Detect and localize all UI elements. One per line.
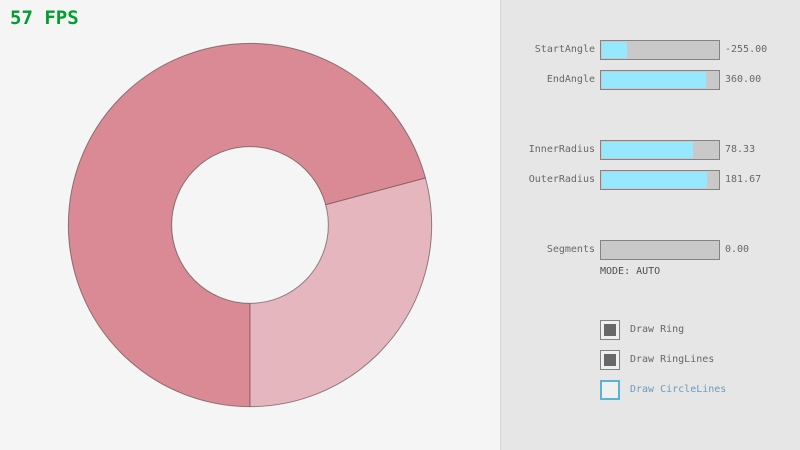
draw-ringlines-checkbox[interactable] [600, 350, 620, 370]
checkmark [604, 354, 616, 366]
inner-radius-value: 78.33 [725, 144, 756, 155]
end-angle-slider-fill [602, 72, 707, 88]
ring-lines [67, 42, 433, 408]
outer-radius-slider-fill [602, 172, 708, 188]
outer-radius-value: 181.67 [725, 174, 762, 185]
draw-ring-label: Draw Ring [630, 324, 685, 335]
slider-row-segments: Segments 0.00 [500, 240, 800, 260]
slider-row-start-angle: StartAngle -255.00 [500, 40, 800, 60]
end-angle-slider[interactable] [600, 70, 720, 90]
inner-radius-slider-fill [602, 142, 693, 158]
segments-slider[interactable] [600, 240, 720, 260]
start-angle-slider[interactable] [600, 40, 720, 60]
checkmark [604, 324, 616, 336]
start-angle-value: -255.00 [725, 44, 768, 55]
segments-label: Segments [546, 244, 595, 255]
end-angle-label: EndAngle [546, 74, 595, 85]
inner-radius-slider[interactable] [600, 140, 720, 160]
end-angle-value: 360.00 [725, 74, 762, 85]
control-panel [500, 0, 800, 450]
slider-row-inner-radius: InnerRadius 78.33 [500, 140, 800, 160]
start-angle-slider-fill [602, 42, 628, 58]
draw-ring-checkbox[interactable] [600, 320, 620, 340]
fps-counter: 57 FPS [10, 7, 79, 29]
slider-row-outer-radius: OuterRadius 181.67 [500, 170, 800, 190]
ring-hole [171, 146, 329, 304]
outer-radius-slider[interactable] [600, 170, 720, 190]
draw-circlelines-label: Draw CircleLines [630, 384, 727, 395]
start-angle-label: StartAngle [534, 44, 595, 55]
inner-radius-label: InnerRadius [528, 144, 595, 155]
mode-indicator: MODE: AUTO [600, 266, 661, 277]
segments-value: 0.00 [725, 244, 750, 255]
slider-row-end-angle: EndAngle 360.00 [500, 70, 800, 90]
outer-radius-label: OuterRadius [528, 174, 595, 185]
draw-circlelines-checkbox[interactable] [600, 380, 620, 400]
draw-ringlines-label: Draw RingLines [630, 354, 715, 365]
